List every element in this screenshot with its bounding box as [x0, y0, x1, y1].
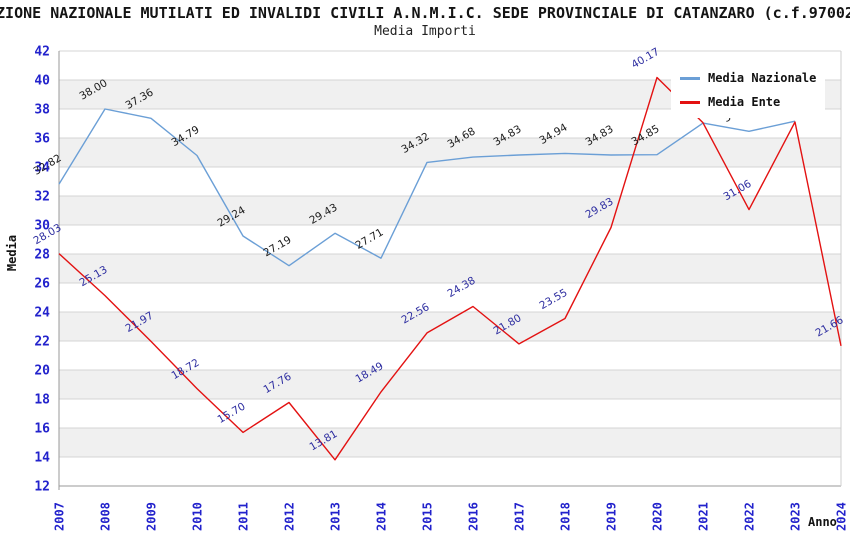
legend-item-media-nazionale: Media Nazionale	[680, 68, 816, 88]
x-tick-label: 2010	[191, 502, 205, 531]
x-axis-title: Anno	[808, 515, 837, 529]
y-tick-label: 26	[34, 277, 50, 292]
x-tick-label: 2008	[99, 502, 113, 531]
y-tick-label: 30	[34, 219, 50, 234]
plot-band	[59, 428, 841, 457]
plot-band	[59, 457, 841, 486]
plot-band	[59, 225, 841, 254]
x-tick-label: 2012	[283, 502, 297, 531]
x-tick-label: 2024	[835, 502, 849, 531]
legend-dash-media-ente	[680, 100, 700, 104]
x-tick-label: 2019	[605, 502, 619, 531]
series-line-media-ente	[58, 76, 842, 461]
plot-band	[59, 283, 841, 312]
plot-band	[59, 341, 841, 370]
y-tick-label: 36	[34, 132, 50, 147]
x-tick-label: 2016	[467, 502, 481, 531]
y-tick-label: 28	[34, 248, 50, 263]
legend-dash-media-nazionale	[680, 76, 700, 80]
chart-subtitle: Media Importi	[374, 24, 476, 39]
x-tick-label: 2013	[329, 502, 343, 531]
x-tick-label: 2015	[421, 502, 435, 531]
y-tick-label: 12	[34, 480, 50, 495]
y-tick-label: 40	[34, 74, 50, 89]
x-tick-label: 2017	[513, 502, 527, 531]
x-tick-label: 2022	[743, 502, 757, 531]
x-tick-label: 2021	[697, 502, 711, 531]
legend-item-media-ente: Media Ente	[680, 92, 816, 112]
y-tick-label: 34	[34, 161, 50, 176]
legend: Media Nazionale Media Ente	[671, 62, 826, 118]
plot-band	[59, 138, 841, 167]
x-tick-label: 2023	[789, 502, 803, 531]
x-tick-label: 2018	[559, 502, 573, 531]
legend-label-media-ente: Media Ente	[708, 95, 781, 109]
plot-band	[59, 196, 841, 225]
x-tick-label: 2020	[651, 502, 665, 531]
y-tick-label: 18	[34, 393, 50, 408]
legend-label-media-nazionale: Media Nazionale	[708, 71, 817, 85]
y-tick-label: 16	[34, 422, 50, 437]
plot-band	[59, 399, 841, 428]
y-tick-label: 24	[34, 306, 50, 321]
y-tick-label: 42	[34, 45, 50, 60]
plot-band	[59, 370, 841, 399]
y-tick-label: 14	[34, 451, 50, 466]
plot-band	[59, 254, 841, 283]
y-tick-label: 20	[34, 364, 50, 379]
y-axis-title: Media	[5, 234, 19, 272]
y-tick-label: 38	[34, 103, 50, 118]
plot-band	[59, 312, 841, 341]
y-tick-label: 32	[34, 190, 50, 205]
y-tick-label: 22	[34, 335, 50, 350]
x-tick-label: 2007	[53, 502, 67, 531]
x-tick-label: 2009	[145, 502, 159, 531]
chart-title: ZIONE NAZIONALE MUTILATI ED INVALIDI CIV…	[0, 4, 850, 22]
series-line-media-nazionale	[58, 108, 796, 267]
x-tick-label: 2011	[237, 502, 251, 531]
x-tick-label: 2014	[375, 502, 389, 531]
plot-band	[59, 167, 841, 196]
